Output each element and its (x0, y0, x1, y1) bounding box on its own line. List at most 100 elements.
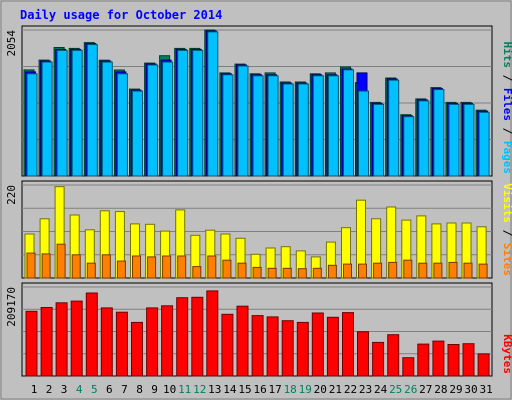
panel-0-legend-text: Hits / Files / Pages (501, 42, 512, 175)
bar-pages-day-11 (177, 49, 189, 177)
bar-pages-day-24 (373, 103, 385, 177)
day-label: 7 (121, 383, 128, 396)
day-label: 15 (238, 383, 251, 396)
bar-pages-day-26 (403, 116, 415, 177)
legend-files: Files (501, 88, 512, 121)
bar-pages-day-29 (448, 103, 460, 177)
day-label: 10 (163, 383, 176, 396)
bar-sites-day-2 (41, 253, 51, 279)
day-label: 2 (46, 383, 53, 396)
day-label: 11 (178, 383, 191, 396)
bar-pages-day-3 (56, 49, 68, 177)
day-label: 23 (359, 383, 372, 396)
bar-pages-day-22 (343, 69, 354, 177)
day-label: 16 (253, 383, 266, 396)
bar-kbytes-day-7 (115, 311, 128, 377)
bar-kbytes-day-23 (357, 331, 369, 377)
bar-pages-day-9 (147, 64, 159, 177)
bar-pages-day-17 (267, 75, 279, 177)
bar-pages-day-7 (116, 73, 128, 177)
bar-pages-day-14 (222, 74, 234, 177)
bar-sites-day-11 (177, 255, 187, 279)
bar-sites-day-29 (448, 261, 458, 279)
bar-pages-day-5 (86, 44, 98, 177)
bar-sites-day-26 (403, 259, 413, 279)
bar-pages-day-10 (162, 61, 174, 177)
bar-pages-day-27 (418, 100, 430, 177)
bar-kbytes-day-24 (372, 341, 385, 377)
bar-kbytes-day-12 (191, 296, 204, 377)
kbytes-panel-max-label: 209170 (5, 287, 18, 327)
day-label: 18 (284, 383, 297, 396)
bar-sites-day-23 (358, 263, 367, 279)
bar-sites-day-16 (252, 266, 262, 279)
day-label: 19 (299, 383, 312, 396)
bar-sites-day-3 (56, 243, 66, 279)
pages-panel-max-label: 2054 (5, 30, 18, 57)
bar-pages-day-28 (433, 89, 445, 177)
bar-kbytes-day-4 (70, 300, 83, 377)
bar-pages-day-4 (71, 49, 83, 177)
bar-kbytes-day-2 (40, 307, 53, 377)
bar-kbytes-day-21 (326, 316, 339, 377)
bar-pages-day-31 (478, 111, 490, 177)
hits-files-pages-panel (21, 25, 493, 177)
bar-sites-day-20 (312, 267, 322, 279)
chart-title: Daily usage for October 2014 (20, 8, 222, 22)
kbytes-panel (21, 282, 493, 377)
bar-sites-day-14 (222, 259, 232, 279)
pages-files-hits-legend: Hits / Files / Pages (501, 42, 512, 175)
day-label: 3 (61, 383, 68, 396)
bar-sites-day-8 (132, 255, 141, 279)
bar-kbytes-day-10 (161, 305, 174, 377)
day-label: 21 (329, 383, 342, 396)
bar-kbytes-day-29 (447, 344, 460, 377)
bar-pages-day-6 (101, 61, 113, 177)
day-label: 20 (314, 383, 327, 396)
day-label: 5 (91, 383, 98, 396)
legend-separator: / (501, 223, 512, 243)
bar-sites-day-21 (327, 264, 337, 279)
bar-pages-day-16 (252, 75, 264, 177)
bar-kbytes-day-5 (85, 292, 98, 377)
day-label: 22 (344, 383, 357, 396)
day-label: 27 (419, 383, 432, 396)
legend-visits: Visits (501, 183, 512, 223)
legend-kbytes: KBytes (501, 334, 512, 374)
bar-kbytes-day-19 (296, 321, 309, 377)
bar-sites-day-28 (433, 262, 443, 279)
legend-separator: / (501, 121, 512, 141)
bar-pages-day-15 (237, 65, 249, 177)
bar-kbytes-day-15 (236, 305, 249, 377)
bar-kbytes-day-9 (146, 307, 159, 377)
bar-sites-day-27 (418, 262, 428, 279)
bar-sites-day-12 (192, 266, 202, 279)
bar-kbytes-day-11 (176, 297, 189, 377)
bar-sites-day-7 (116, 260, 126, 279)
legend-sites: Sites (501, 243, 512, 276)
bar-kbytes-day-8 (131, 321, 143, 377)
bar-kbytes-day-18 (281, 320, 294, 377)
day-label: 28 (434, 383, 447, 396)
bar-kbytes-day-26 (402, 357, 415, 377)
day-label: 26 (404, 383, 417, 396)
bar-sites-day-18 (282, 267, 292, 279)
bar-sites-day-31 (478, 263, 488, 279)
bar-pages-day-20 (312, 75, 324, 177)
day-label: 4 (76, 383, 83, 396)
bar-kbytes-day-1 (25, 310, 38, 377)
legend-hits: Hits (501, 42, 512, 69)
bar-kbytes-day-31 (477, 353, 490, 377)
bar-sites-day-4 (71, 254, 81, 279)
day-label: 8 (136, 383, 143, 396)
bar-pages-day-2 (41, 61, 53, 177)
bar-kbytes-day-28 (432, 340, 445, 377)
day-label: 9 (151, 383, 158, 396)
sites-visits-legend: Visits / Sites (501, 183, 512, 276)
kbytes-legend: KBytes (501, 334, 512, 374)
bar-sites-day-10 (162, 255, 172, 279)
day-label: 25 (389, 383, 402, 396)
